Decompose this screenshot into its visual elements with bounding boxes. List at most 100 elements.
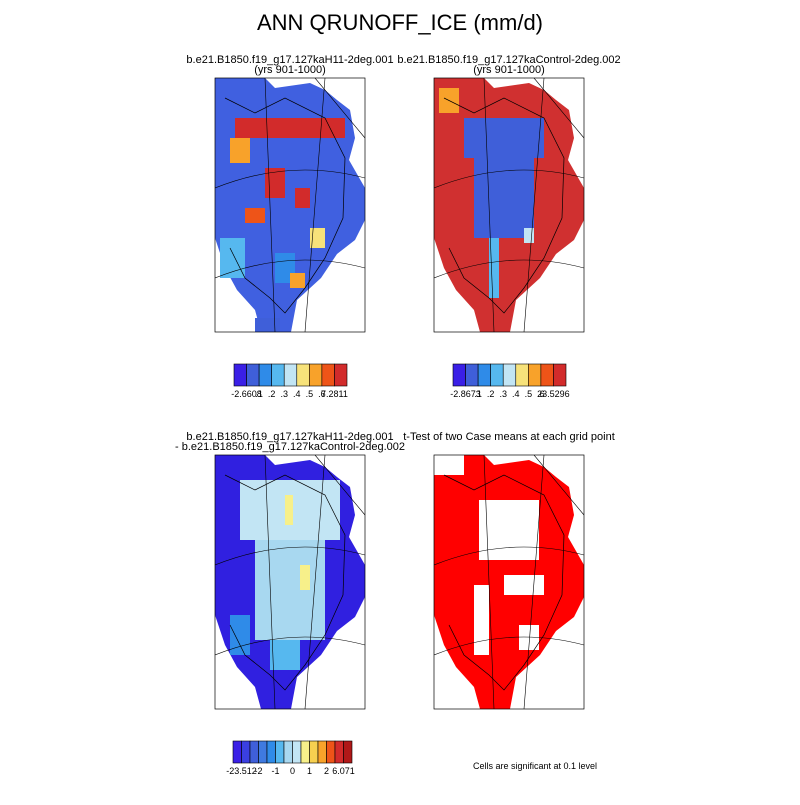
field-cell <box>464 118 544 158</box>
colorbar-box <box>283 740 293 764</box>
coastline <box>443 474 565 691</box>
colorbar-label: .6 <box>318 389 326 399</box>
panel-title: b.e21.B1850.f19_g17.127kaH11-2deg.001 <box>186 54 393 66</box>
field-cell <box>255 318 280 332</box>
map-area <box>215 455 365 709</box>
colorbar-label: .2 <box>268 389 276 399</box>
colorbar-label: .1 <box>474 389 482 399</box>
colorbar-label: 7.2811 <box>321 389 348 399</box>
colorbar-box <box>326 740 336 764</box>
colorbar-label: -23.512 <box>226 766 257 776</box>
colorbar-box <box>477 363 491 387</box>
colorbar-box <box>490 363 504 387</box>
field-cell <box>295 188 310 208</box>
colorbar-box <box>232 740 242 764</box>
map-panel <box>214 454 366 710</box>
coastline <box>224 474 346 691</box>
coastline <box>443 97 565 314</box>
colorbar-box <box>275 740 285 764</box>
colorbar-label: .6 <box>537 389 545 399</box>
colorbar-label: 6.071 <box>332 766 355 776</box>
colorbar-label: -2.8673 <box>450 389 481 399</box>
field-cell <box>235 118 345 138</box>
colorbar-box <box>321 363 335 387</box>
colorbar-box <box>334 363 348 387</box>
colorbar-box <box>233 363 247 387</box>
colorbar-box <box>246 363 260 387</box>
colorbar-box <box>309 363 323 387</box>
field-cell <box>230 138 250 163</box>
colorbar-box <box>452 363 466 387</box>
field-cell <box>220 238 245 278</box>
graticule <box>434 78 584 332</box>
graticule <box>215 455 365 709</box>
map-frame <box>214 454 366 710</box>
map-area <box>434 78 584 332</box>
field-cell <box>474 158 534 238</box>
colorbar-label: .4 <box>293 389 301 399</box>
graticule <box>215 78 365 332</box>
field-cell <box>489 238 499 298</box>
colorbar-box <box>465 363 479 387</box>
colorbar-box <box>317 740 327 764</box>
colorbar-box <box>528 363 542 387</box>
colorbar-label: .3 <box>280 389 288 399</box>
colorbar-label: -2.6608 <box>231 389 262 399</box>
panel-title: b.e21.B1850.f19_g17.127kaControl-2deg.00… <box>397 54 620 66</box>
map-frame <box>433 77 585 333</box>
colorbar-box <box>292 740 302 764</box>
colorbar-box <box>300 740 310 764</box>
colorbar-label: .3 <box>499 389 507 399</box>
colorbar-box <box>553 363 567 387</box>
field-cell <box>474 585 489 655</box>
colorbar-label: .1 <box>255 389 263 399</box>
colorbar-label: .2 <box>487 389 495 399</box>
colorbar-label: .4 <box>512 389 520 399</box>
colorbar-label: -2 <box>254 766 262 776</box>
colorbar-label: .5 <box>306 389 314 399</box>
colorbar-box <box>283 363 298 387</box>
field-cell <box>519 625 539 650</box>
panel-title: t-Test of two Case means at each grid po… <box>403 431 615 443</box>
colorbar-label: 2 <box>324 766 329 776</box>
field-cell <box>434 455 464 475</box>
figure-title: ANN QRUNOFF_ICE (mm/d) <box>257 10 543 35</box>
map-area <box>434 455 584 709</box>
colorbar-box <box>502 363 517 387</box>
colorbar-box <box>271 363 285 387</box>
map-panel <box>433 77 585 333</box>
panel-title: - b.e21.B1850.f19_g17.127kaControl-2deg.… <box>175 441 405 453</box>
colorbar-label: -1 <box>271 766 279 776</box>
map-frame <box>433 454 585 710</box>
colorbar-box <box>241 740 251 764</box>
field-cell <box>300 565 310 590</box>
map-frame <box>214 77 366 333</box>
field-cell <box>285 495 293 525</box>
colorbar-box <box>309 740 319 764</box>
colorbar-label: 0 <box>290 766 295 776</box>
panel-title: (yrs 901-1000) <box>473 64 545 76</box>
panel-title: b.e21.B1850.f19_g17.127kaH11-2deg.001 <box>186 431 393 443</box>
colorbar-box <box>515 363 529 387</box>
field-cell <box>265 168 285 198</box>
colorbar-label: 23.5296 <box>537 389 570 399</box>
map-area <box>215 78 365 332</box>
field-cell <box>270 640 300 670</box>
field-cell <box>255 540 325 640</box>
field-cell <box>290 273 305 288</box>
field-cell <box>504 575 544 595</box>
colorbar-box <box>258 740 268 764</box>
map-panel <box>433 454 585 710</box>
field-cell <box>310 228 325 248</box>
colorbar-box <box>266 740 276 764</box>
colorbar-box <box>249 740 259 764</box>
colorbar-label: .5 <box>525 389 533 399</box>
colorbar-box <box>540 363 554 387</box>
field-cell <box>230 615 250 655</box>
colorbar-box <box>296 363 310 387</box>
colorbar-box <box>343 740 353 764</box>
colorbar-box <box>258 363 272 387</box>
panel-title: (yrs 901-1000) <box>254 64 326 76</box>
panel-note: Cells are significant at 0.1 level <box>473 761 597 771</box>
